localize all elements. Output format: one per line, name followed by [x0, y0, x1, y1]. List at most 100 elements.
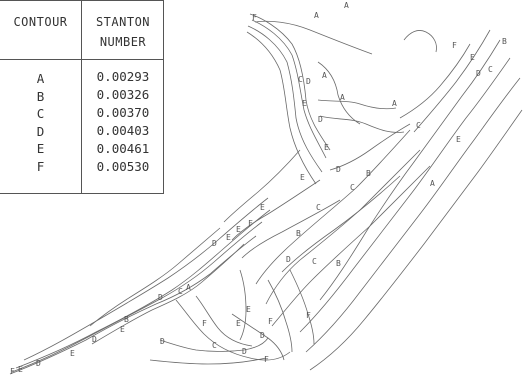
contour-line: [231, 179, 321, 241]
contour-letter-label: E: [260, 203, 265, 212]
legend-stanton-value: 0.00403: [96, 123, 150, 138]
contour-line: [413, 29, 491, 133]
legend-header-divider: [0, 59, 163, 60]
stanton-number-legend: CONTOUR STANTON NUMBER A B C D E F 0.002…: [0, 0, 164, 194]
contour-letter-label: F: [248, 219, 253, 228]
contour-letter-label: E: [246, 305, 251, 314]
contour-line: [175, 299, 291, 361]
contour-letter-label: D: [212, 239, 217, 248]
contour-letter-label: B: [502, 37, 507, 46]
legend-header-stanton-line1: STANTON: [95, 15, 151, 29]
legend-stanton-value: 0.00461: [96, 141, 150, 156]
contour-line: [319, 115, 405, 133]
contour-letter-label: A: [430, 179, 435, 188]
contour-letter-label: D: [36, 359, 41, 368]
contour-line: [241, 199, 341, 259]
legend-contour-label: C: [36, 106, 45, 121]
contour-line: [317, 61, 361, 125]
contour-line: [11, 221, 263, 373]
legend-contour-label: F: [36, 158, 45, 174]
contour-letter-label: E: [236, 225, 241, 234]
contour-line: [281, 175, 401, 273]
contour-letter-label: C: [350, 183, 355, 192]
contour-letter-label: B: [296, 229, 301, 238]
legend-header-contour: CONTOUR: [13, 15, 68, 29]
legend-stanton-value: 0.00370: [96, 105, 150, 120]
contour-letter-label: E: [456, 135, 461, 144]
legend-contour-label: B: [36, 88, 45, 104]
contour-letter-label: B: [366, 169, 371, 178]
contour-letter-label: C: [178, 287, 183, 296]
contour-line: [23, 197, 269, 361]
contour-line: [246, 31, 317, 185]
legend-stanton-value: 0.00326: [96, 87, 150, 102]
contour-line: [231, 313, 285, 361]
contour-letter-label: D: [476, 69, 481, 78]
contour-letter-label: D: [336, 165, 341, 174]
contour-line: [317, 99, 397, 110]
contour-line: [159, 337, 269, 352]
contour-letter-label: C: [312, 257, 317, 266]
contour-letter-label: C: [316, 203, 321, 212]
contour-line: [299, 57, 511, 333]
contour-line: [267, 279, 293, 353]
contour-letter-label: F: [10, 367, 15, 376]
contour-line: [271, 165, 431, 327]
contour-letter-label: A: [344, 1, 349, 10]
legend-header-stanton-line2: NUMBER: [99, 35, 147, 49]
contour-letter-label: C: [416, 121, 421, 130]
contour-letter-label: C: [212, 341, 217, 350]
contour-line: [329, 123, 411, 171]
contour-letter-label: D: [160, 337, 165, 346]
contour-letter-label: C: [298, 75, 303, 84]
contour-line: [91, 243, 245, 345]
legend-contour-label: E: [36, 141, 45, 156]
contour-letter-label: E: [302, 99, 307, 108]
contour-line: [403, 30, 437, 53]
contour-line: [289, 269, 315, 345]
contour-letter-label: D: [286, 255, 291, 264]
contour-letter-label: E: [70, 349, 75, 358]
legend-contour-label: D: [36, 123, 45, 139]
contour-line: [9, 235, 257, 375]
contour-line: [249, 13, 331, 151]
contour-line: [149, 357, 267, 365]
contour-letter-label: E: [120, 325, 125, 334]
contour-line: [239, 269, 247, 341]
contour-letter-label: F: [306, 311, 311, 320]
contour-letter-label: F: [268, 317, 273, 326]
contour-letter-label: E: [236, 319, 241, 328]
contour-letter-label: C: [488, 65, 493, 74]
contour-letter-label: D: [260, 331, 265, 340]
contour-letter-label: E: [324, 143, 329, 152]
contour-line: [15, 209, 271, 369]
contour-letter-label: B: [336, 259, 341, 268]
contour-letter-label: B: [124, 315, 129, 324]
contour-line: [254, 20, 373, 55]
contour-line: [89, 227, 221, 327]
contour-letter-label: D: [306, 77, 311, 86]
contour-letter-label: A: [186, 283, 191, 292]
legend-stanton-value: 0.00530: [96, 159, 150, 174]
contour-letter-label: A: [340, 93, 345, 102]
contour-letter-label: D: [318, 115, 323, 124]
contour-letter-label: F: [202, 319, 207, 328]
legend-stanton-value: 0.00293: [96, 69, 150, 84]
contour-letter-label: E: [18, 365, 23, 374]
legend-contour-label: A: [36, 71, 45, 86]
contour-letter-label: F: [452, 41, 457, 50]
contour-line: [247, 25, 323, 173]
contour-letter-label: E: [470, 53, 475, 62]
contour-line: [223, 149, 301, 223]
legend-contour-labels: A B C D E F: [0, 70, 81, 175]
contour-letter-label: F: [264, 355, 269, 364]
contour-line: [399, 43, 471, 119]
contour-line: [251, 19, 327, 159]
contour-letter-label: D: [158, 293, 163, 302]
contour-letter-label: A: [314, 11, 319, 20]
contour-line: [309, 109, 523, 371]
contour-letter-label: A: [322, 71, 327, 80]
contour-line: [255, 129, 411, 285]
